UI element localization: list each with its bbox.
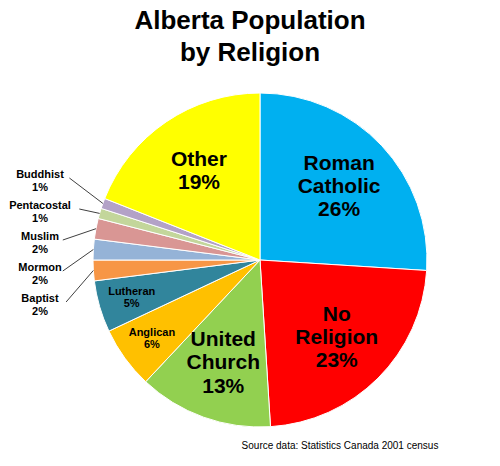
svg-text:Baptist: Baptist: [21, 292, 59, 304]
svg-text:13%: 13%: [202, 374, 244, 397]
svg-text:23%: 23%: [316, 348, 358, 371]
svg-text:Religion: Religion: [295, 325, 378, 348]
svg-text:1%: 1%: [32, 212, 48, 224]
svg-text:5%: 5%: [124, 297, 140, 309]
svg-text:Mormon: Mormon: [18, 261, 62, 273]
svg-text:Lutheran: Lutheran: [108, 285, 155, 297]
svg-text:19%: 19%: [178, 170, 220, 193]
svg-text:Church: Church: [186, 350, 260, 373]
svg-text:Anglican: Anglican: [129, 326, 176, 338]
svg-text:6%: 6%: [144, 338, 160, 350]
svg-text:Buddhist: Buddhist: [16, 168, 64, 180]
svg-text:2%: 2%: [32, 305, 48, 317]
svg-text:Pentacostal: Pentacostal: [9, 199, 71, 211]
svg-text:No: No: [323, 302, 351, 325]
svg-text:26%: 26%: [318, 197, 360, 220]
svg-text:Other: Other: [171, 147, 227, 170]
html-text:Alberta Population by Religion: Alberta Population by Religion: [134, 5, 366, 67]
svg-text:2%: 2%: [32, 274, 48, 286]
svg-text:Muslim: Muslim: [21, 230, 59, 242]
svg-text:2%: 2%: [32, 243, 48, 255]
svg-text:United: United: [191, 327, 256, 350]
svg-text:Roman: Roman: [304, 151, 375, 174]
svg-text:Catholic: Catholic: [298, 174, 381, 197]
html-text:Source data: Statistics Canada: Source data: Statistics Canada 2001 cens…: [241, 440, 439, 451]
svg-text:1%: 1%: [32, 181, 48, 193]
